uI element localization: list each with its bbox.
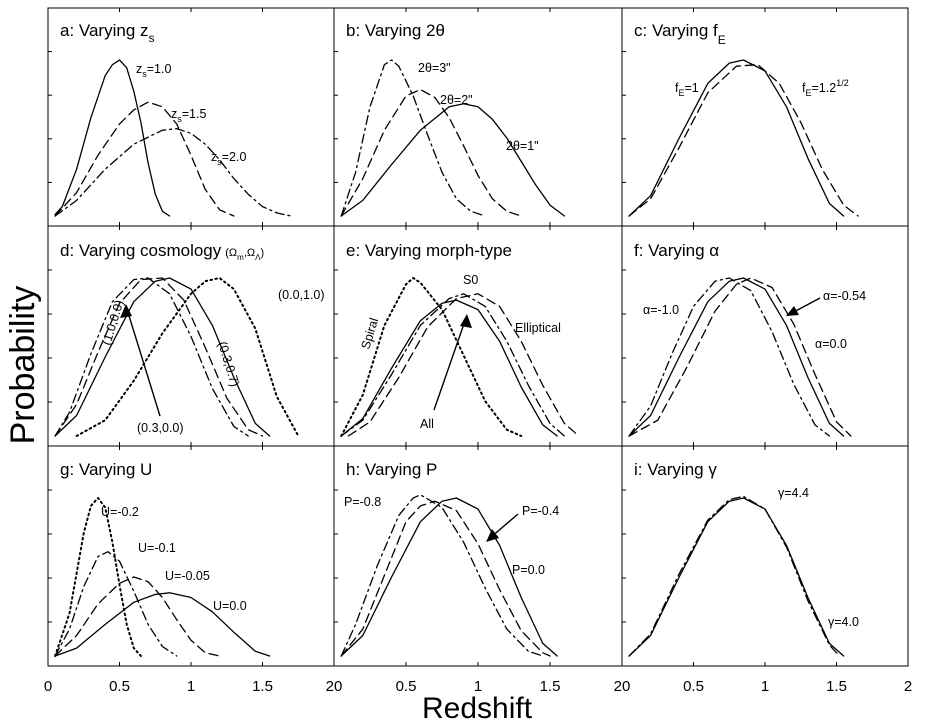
label-p-0-0: P=0.0	[512, 563, 545, 577]
arrowhead-0-3-0-0	[120, 304, 132, 318]
panel-b: b: Varying 2θ 2θ=3" 2θ=2" 2θ=1"	[333, 7, 623, 227]
label-u-0-05: U=-0.05	[165, 569, 210, 583]
label-zs-1-0: zs=1.0	[136, 62, 171, 79]
label-zs-2-0: zs=2.0	[211, 150, 246, 167]
x-tick-label: 0.5	[683, 678, 704, 695]
series-line-z-s-2-0	[54, 127, 292, 217]
series-line-elliptical	[347, 293, 580, 437]
series-line--4-0	[628, 495, 841, 657]
series-line--0-0-1-0-	[75, 277, 300, 437]
series-line-all	[340, 299, 558, 437]
label-all: All	[420, 417, 434, 431]
label-alpha-0-54: α=-0.54	[823, 289, 866, 303]
x-tick-label: 0	[44, 678, 52, 695]
panel-g: g: Varying U U=-0.2 U=-0.1 U=-0.05 U=0.0	[47, 445, 335, 667]
label-u-0-1: U=-0.1	[138, 541, 176, 555]
panel-g-title: g: Varying U	[60, 460, 152, 479]
panel-d: d: Varying cosmology (Ωm,ΩΛ) (0.0,1.0) (0…	[47, 225, 335, 447]
label-2theta-2: 2θ=2"	[440, 93, 473, 107]
series-line--0-3-0-0-	[54, 277, 264, 437]
panel-i: i: Varying γ γ=4.4 γ=4.0	[621, 445, 909, 667]
series-line-z-s-1-5	[54, 101, 235, 217]
panel-b-title: b: Varying 2θ	[346, 21, 445, 40]
label-p-0-8: P=-0.8	[344, 495, 381, 509]
x-tick-label: 2	[904, 678, 912, 695]
panel-c-title: c: Varying fE	[634, 21, 726, 47]
x-axis-label: Redshift	[422, 692, 533, 725]
label-s0: S0	[463, 273, 478, 287]
label-2theta-3: 2θ=3"	[418, 61, 451, 75]
x-tick-label: 1	[474, 678, 482, 695]
panel-d-title: d: Varying cosmology (Ωm,ΩΛ)	[60, 241, 264, 262]
arrowhead-all	[460, 314, 472, 328]
series-line-2-2-	[340, 88, 522, 217]
series-line-p-0-0	[340, 500, 551, 657]
label-2theta-1: 2θ=1"	[506, 139, 539, 153]
series-line--1-0	[628, 277, 831, 437]
x-tick-label: 1	[187, 678, 195, 695]
panel-i-title: i: Varying γ	[634, 460, 717, 479]
arrowhead-p	[486, 529, 499, 542]
label-spiral: Spiral	[358, 316, 381, 351]
x-tick-label: 20	[614, 678, 631, 695]
label-0-3-0-0: (0.3,0.0)	[137, 421, 184, 435]
label-u-0-2: U=-0.2	[101, 505, 139, 519]
x-tick-label: 1	[761, 678, 769, 695]
label-gamma-4-4: γ=4.4	[778, 486, 809, 500]
series-line-s0	[340, 293, 566, 437]
panel-f: f: Varying α α=-1.0 α=-0.54 α=0.0	[621, 225, 909, 447]
panel-a: a: Varying zs zs=1.0 zs=1.5 zs=2.0	[47, 7, 335, 227]
panel-f-title: f: Varying α	[634, 241, 719, 260]
label-0-0-1-0: (0.0,1.0)	[278, 288, 325, 302]
label-p-0-4: P=-0.4	[522, 504, 559, 518]
panel-c: c: Varying fE fE=1 fE=1.21/2	[621, 7, 909, 227]
series-line-spiral	[340, 277, 523, 437]
label-0-3-0-7: (0.3,0.7)	[215, 340, 242, 389]
x-tick-label: 0.5	[109, 678, 130, 695]
series-line--4-4	[628, 497, 845, 657]
x-tick-labels: 0 0.5 1 1.5 20 0.5 1 1.5 20 0.5 1 1.5 2	[44, 678, 912, 695]
arrow-0-3-0-0	[125, 305, 161, 417]
x-tick-label: 1.5	[826, 678, 847, 695]
label-zs-1-5: zs=1.5	[171, 107, 206, 124]
label-gamma-4-0: γ=4.0	[828, 615, 859, 629]
arrowhead-alpha	[786, 306, 799, 316]
panel-e: e: Varying morph-type Spiral S0 Elliptic…	[333, 225, 623, 447]
series-line-u-0-0	[54, 592, 271, 657]
label-alpha-1-0: α=-1.0	[643, 303, 679, 317]
x-tick-label: 20	[326, 678, 343, 695]
arrow-all	[433, 317, 467, 411]
label-alpha-0-0: α=0.0	[815, 337, 847, 351]
series-line-z-s-1-0	[54, 59, 171, 217]
series-line--0-54	[628, 277, 845, 437]
label-fe-1: fE=1	[675, 81, 699, 98]
series-line--1-0-0-0-	[54, 277, 249, 437]
series-line-2-3-	[340, 59, 486, 217]
series-line-2-1-	[340, 103, 566, 217]
x-tick-label: 0.5	[396, 678, 417, 695]
series-line-u-0-05	[54, 576, 221, 657]
series-line--0-3-0-7-	[54, 277, 271, 437]
series-line-u-0-1	[54, 551, 178, 657]
label-u-0-0: U=0.0	[213, 599, 247, 613]
series-line-p-0-4	[340, 497, 558, 657]
panel-e-title: e: Varying morph-type	[346, 241, 512, 260]
x-tick-label: 1.5	[540, 678, 561, 695]
x-tick-label: 1.5	[252, 678, 273, 695]
panel-h: h: Varying P P=-0.8 P=-0.4 P=0.0	[333, 445, 623, 667]
series-line--0-0	[628, 277, 852, 437]
label-fe-1-2: fE=1.21/2	[802, 78, 849, 98]
y-axis-label: Probability	[4, 286, 42, 445]
panel-a-title: a: Varying zs	[60, 21, 155, 45]
panel-h-title: h: Varying P	[346, 460, 437, 479]
series-line-u-0-2	[54, 497, 142, 657]
label-elliptical: Elliptical	[515, 321, 561, 335]
series-line-f-e-1	[628, 59, 845, 217]
series-line-p-0-8	[340, 494, 544, 657]
